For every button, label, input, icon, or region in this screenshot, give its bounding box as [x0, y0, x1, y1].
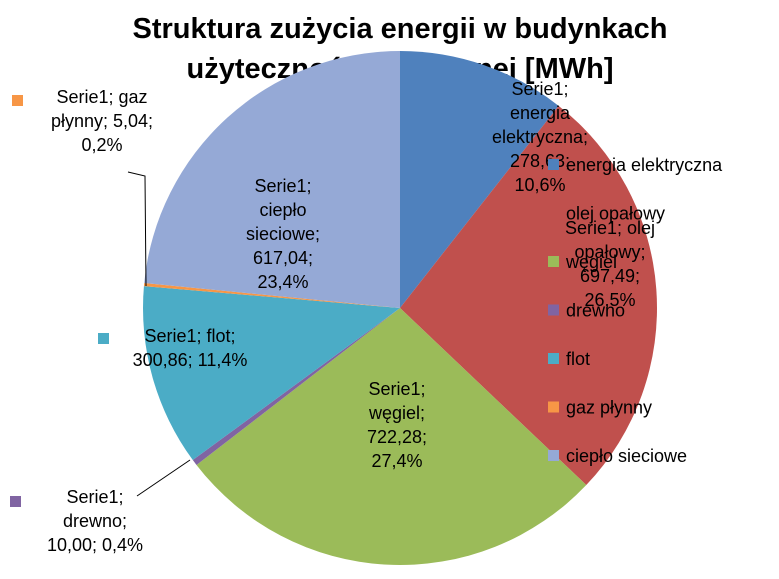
- legend-swatch: [548, 353, 559, 364]
- legend-swatch: [548, 159, 559, 170]
- label-key: [12, 95, 23, 106]
- leader-line: [127, 171, 147, 287]
- pie-slice: [196, 308, 587, 565]
- legend-label: drewno: [566, 301, 625, 321]
- pie-slice: [144, 51, 400, 308]
- pie-slice: [400, 51, 559, 308]
- data-label: Serie1; gaz płynny; 5,04; 0,2%: [51, 87, 153, 155]
- legend-swatch: [548, 256, 559, 267]
- legend-swatch: [548, 450, 559, 461]
- data-label: Serie1; węgiel; 722,28; 27,4%: [367, 379, 427, 471]
- legend-label: węgiel: [565, 252, 617, 272]
- leader-line: [136, 459, 191, 497]
- data-label: Serie1; olej opałowy; 697,49; 26,5%: [565, 218, 655, 310]
- pie-slice: [142, 286, 400, 461]
- legend-label: olej opałowy: [566, 204, 665, 224]
- label-key: [98, 333, 109, 344]
- legend-swatch: [548, 401, 559, 413]
- legend-swatch: [548, 304, 559, 316]
- legend-swatch: [548, 207, 559, 219]
- pie-slice: [143, 283, 400, 308]
- data-label: Serie1; ciepło sieciowe; 617,04; 23,4%: [246, 176, 320, 292]
- legend-label: gaz płynny: [566, 398, 652, 418]
- pie-slice: [192, 308, 400, 465]
- data-label: Serie1; drewno; 10,00; 0,4%: [47, 487, 143, 555]
- data-label: Serie1; flot; 300,86; 11,4%: [133, 326, 248, 370]
- pie-slice: [400, 105, 657, 486]
- legend-label: ciepło sieciowe: [566, 446, 687, 466]
- label-key: [10, 496, 21, 507]
- data-label: Serie1; energia elektryczna; 278,63; 10,6%: [492, 79, 588, 195]
- legend-label: energia elektryczna: [566, 155, 723, 175]
- legend-label: flot: [566, 349, 590, 369]
